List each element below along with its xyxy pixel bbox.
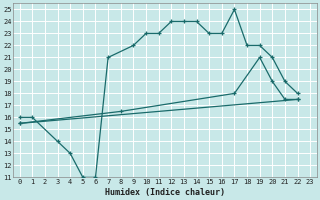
X-axis label: Humidex (Indice chaleur): Humidex (Indice chaleur) xyxy=(105,188,225,197)
